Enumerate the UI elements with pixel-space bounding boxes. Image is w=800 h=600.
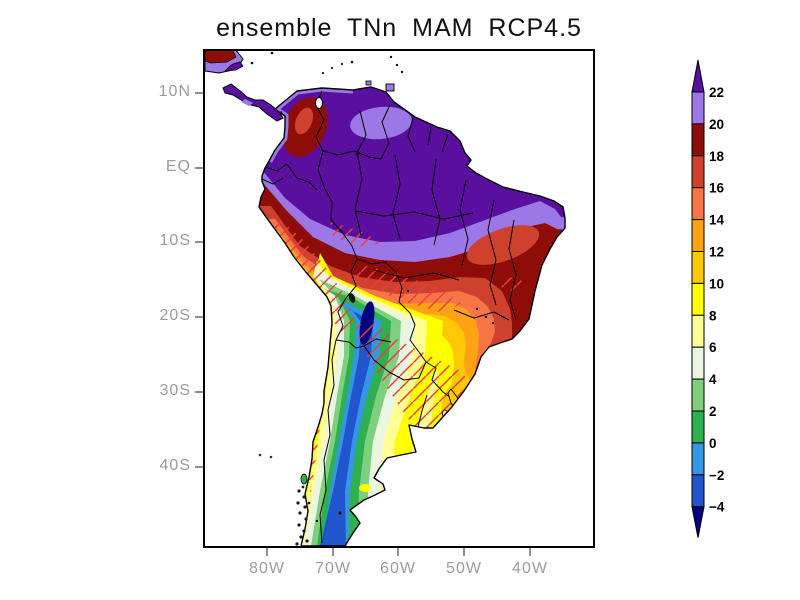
colorbar-segment-11 bbox=[691, 442, 705, 476]
colorbar-label-18: 18 bbox=[709, 149, 725, 164]
panama-isthmus bbox=[222, 83, 284, 122]
chiloe-island bbox=[300, 473, 308, 485]
lon-tick-80W bbox=[266, 548, 268, 556]
colorbar-label-14: 14 bbox=[709, 213, 725, 228]
chilean-fjord-islets bbox=[295, 485, 311, 546]
lat-tick-10N bbox=[195, 92, 203, 94]
islands bbox=[250, 51, 404, 546]
colorbar-label-−4: −4 bbox=[709, 500, 725, 515]
lon-tick-60W bbox=[397, 548, 399, 556]
colorbar-segment-4 bbox=[691, 219, 705, 253]
colorbar-label-0: 0 bbox=[709, 436, 717, 451]
lon-tick-70W bbox=[332, 548, 334, 556]
continent-contour-fills bbox=[259, 87, 565, 546]
lon-tick-label-70W: 70W bbox=[315, 560, 351, 577]
trinidad-island bbox=[385, 83, 395, 92]
colorbar-label-12: 12 bbox=[709, 245, 724, 260]
lat-tick-label-30S: 30S bbox=[159, 382, 191, 399]
map-frame: 10N EQ 10S 20S 30S 40S 80W 70W 60W 50W 40W bbox=[159, 49, 595, 577]
colorbar-segment-9 bbox=[691, 378, 705, 412]
colorbar-segment-3 bbox=[691, 187, 705, 221]
colorbar-segment-7 bbox=[691, 314, 705, 348]
colorbar-arrow-below-min bbox=[691, 506, 705, 538]
colorbar-arrow-above-max bbox=[691, 59, 705, 93]
lat-tick-label-10N: 10N bbox=[158, 83, 191, 100]
colorbar-label-8: 8 bbox=[709, 308, 717, 323]
lat-tick-label-10S: 10S bbox=[159, 232, 191, 249]
lon-tick-label-40W: 40W bbox=[512, 560, 548, 577]
colorbar-label-22: 22 bbox=[709, 85, 724, 100]
lat-tick-label-40S: 40S bbox=[159, 457, 191, 474]
patagonia-coast-yellow-sliver bbox=[359, 484, 371, 492]
lat-tick-EQ bbox=[195, 167, 203, 169]
lat-tick-30S bbox=[195, 391, 203, 393]
contour-map bbox=[205, 51, 566, 546]
lon-tick-label-50W: 50W bbox=[446, 560, 482, 577]
colorbar-segment-12 bbox=[691, 474, 705, 508]
lake-titicaca bbox=[348, 293, 356, 303]
colorbar-label-4: 4 bbox=[709, 372, 717, 387]
colorbar-segment-8 bbox=[691, 346, 705, 380]
colorbar-segment-2 bbox=[691, 155, 705, 189]
central-america-land bbox=[205, 51, 284, 122]
colorbar-segment-5 bbox=[691, 251, 705, 284]
tongue-neg4-neg2 bbox=[320, 306, 373, 546]
lon-tick-label-80W: 80W bbox=[249, 560, 285, 577]
lat-tick-20S bbox=[195, 316, 203, 318]
colorbar-label-10: 10 bbox=[709, 276, 724, 291]
lon-tick-label-60W: 60W bbox=[380, 560, 416, 577]
colombia-16-18-core bbox=[294, 107, 314, 135]
lat-tick-label-EQ: EQ bbox=[165, 158, 191, 175]
lat-tick-40S bbox=[195, 466, 203, 468]
colorbar-label-2: 2 bbox=[709, 404, 717, 419]
colorbar-segment-6 bbox=[691, 282, 705, 316]
margarita-island bbox=[365, 80, 372, 86]
colorbar-label-20: 20 bbox=[709, 117, 724, 132]
lakes bbox=[315, 97, 495, 523]
colorbar-label-6: 6 bbox=[709, 340, 717, 355]
lat-tick-10S bbox=[195, 241, 203, 243]
colorbar-label-16: 16 bbox=[709, 181, 725, 196]
northeast-brazil-16-18-patch bbox=[466, 225, 540, 265]
lat-tick-label-20S: 20S bbox=[159, 307, 191, 324]
plot-title: ensemble TNn MAM RCP4.5 bbox=[216, 14, 582, 42]
colorbar-segment-10 bbox=[691, 410, 705, 444]
colorbar-segment-1 bbox=[691, 123, 705, 157]
colorbar-label-−2: −2 bbox=[709, 468, 724, 483]
band-20-22-inner-patch bbox=[350, 106, 412, 140]
coastline bbox=[258, 86, 566, 546]
colorbar-segment-0 bbox=[691, 91, 705, 125]
lon-tick-40W bbox=[529, 548, 531, 556]
lon-tick-50W bbox=[463, 548, 465, 556]
lake-maracaibo bbox=[315, 97, 323, 109]
